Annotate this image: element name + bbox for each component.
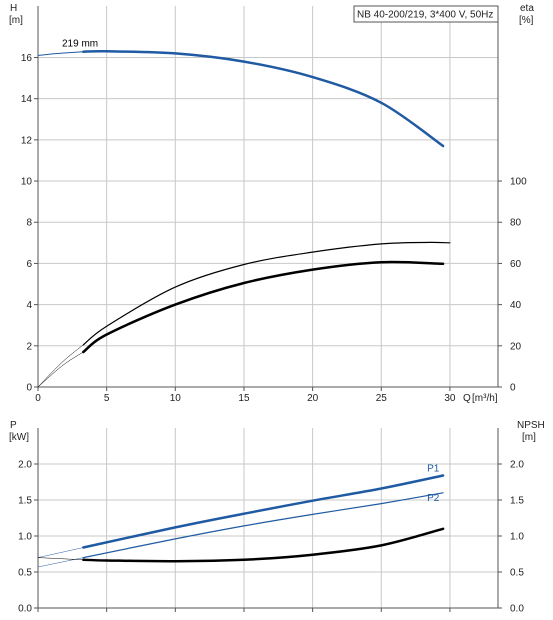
y-tick-label: 4 [26, 300, 32, 311]
y2-tick-label: 2.0 [510, 460, 524, 471]
y2-tick-label: 40 [510, 300, 522, 311]
x-tick-label: 5 [104, 393, 110, 404]
x-axis-label: Q [463, 393, 471, 404]
y2-tick-label: 0.5 [510, 568, 524, 579]
series-label: 219 mm [62, 39, 98, 50]
y2-tick-label: 100 [510, 177, 527, 188]
x-axis-unit: [m³/h] [472, 393, 498, 404]
series-line-0-4 [37, 351, 84, 388]
series-line-0-1 [37, 51, 84, 56]
x-tick-label: 0 [35, 393, 41, 404]
y-tick-label: 0.5 [18, 568, 32, 579]
series-line-0-3 [82, 260, 445, 354]
y-tick-label: 10 [21, 177, 33, 188]
y2-axis-unit: [%] [519, 15, 534, 26]
series-line-1-4 [37, 547, 84, 558]
series-line-0-5 [37, 344, 84, 388]
series-label: P2 [427, 493, 440, 504]
series-line-p2 [82, 492, 444, 559]
x-tick-label: 25 [376, 393, 388, 404]
power-npsh-panel: 0.0 0.5 1.0 1.5 2.0 0.0 0.5 1.0 1.5 2.0 P[kW] NPSH[… [9, 420, 545, 615]
title-box [353, 5, 499, 23]
y-tick-label: 2 [26, 341, 32, 352]
y-axis-unit: [m] [9, 15, 23, 26]
y2-tick-label: 0 [510, 383, 516, 394]
y2-tick-label: 60 [510, 259, 522, 270]
series-line-0-2 [82, 241, 451, 346]
x-tick-label: 30 [444, 393, 456, 404]
series-line-1-2 [82, 527, 445, 563]
y2-tick-label: 20 [510, 341, 522, 352]
y-tick-label: 0 [26, 383, 32, 394]
y-tick-label: 8 [26, 218, 32, 229]
y2-tick-label: 1.0 [510, 532, 524, 543]
series-line-1-5 [37, 557, 84, 561]
x-tick-label: 20 [307, 393, 319, 404]
x-tick-label: 10 [170, 393, 182, 404]
chart-title: NB 40-200/219, 3*400 V, 50Hz [357, 10, 493, 21]
x-tick-label: 15 [238, 393, 250, 404]
y-axis-label: P [10, 420, 17, 431]
y-tick-label: 0.0 [18, 604, 32, 615]
series-label: P1 [427, 464, 440, 475]
y-tick-label: 12 [21, 135, 33, 146]
y-tick-label: 16 [21, 53, 33, 64]
y-tick-label: 2.0 [18, 460, 32, 471]
y2-tick-label: 1.5 [510, 496, 524, 507]
y2-axis-label: eta [520, 3, 534, 14]
y-tick-label: 6 [26, 259, 32, 270]
y2-tick-label: 0.0 [510, 604, 524, 615]
series-line-p1 [82, 474, 445, 549]
y-axis-unit: [kW] [9, 432, 29, 443]
series-line-1-3 [37, 557, 84, 568]
y-axis-label: H [10, 3, 17, 14]
y2-axis-label: NPSH [517, 420, 545, 431]
y-tick-label: 14 [21, 94, 33, 105]
y-tick-label: 1.5 [18, 496, 32, 507]
series-line-219-mm [82, 49, 445, 148]
y-tick-label: 1.0 [18, 532, 32, 543]
y2-tick-label: 80 [510, 218, 522, 229]
y2-axis-unit: [m] [522, 432, 536, 443]
